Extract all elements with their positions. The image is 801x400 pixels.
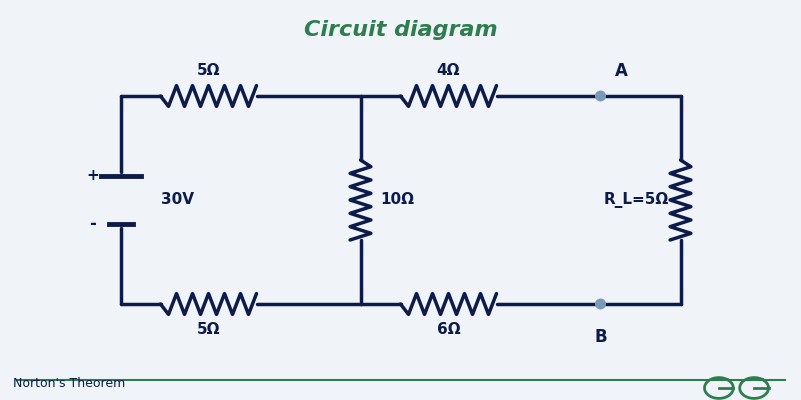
- Text: Norton's Theorem: Norton's Theorem: [13, 378, 125, 390]
- Text: 5Ω: 5Ω: [197, 322, 220, 336]
- Text: +: +: [87, 168, 99, 184]
- Circle shape: [596, 91, 606, 101]
- Text: 10Ω: 10Ω: [380, 192, 414, 208]
- Text: A: A: [615, 62, 628, 80]
- Text: 4Ω: 4Ω: [437, 64, 461, 78]
- Text: Circuit diagram: Circuit diagram: [304, 20, 497, 40]
- Text: 30V: 30V: [160, 192, 194, 208]
- Text: -: -: [89, 215, 96, 233]
- Circle shape: [596, 299, 606, 309]
- Text: 6Ω: 6Ω: [437, 322, 461, 336]
- Text: B: B: [594, 328, 607, 346]
- Text: R_L=5Ω: R_L=5Ω: [603, 192, 669, 208]
- Text: 5Ω: 5Ω: [197, 64, 220, 78]
